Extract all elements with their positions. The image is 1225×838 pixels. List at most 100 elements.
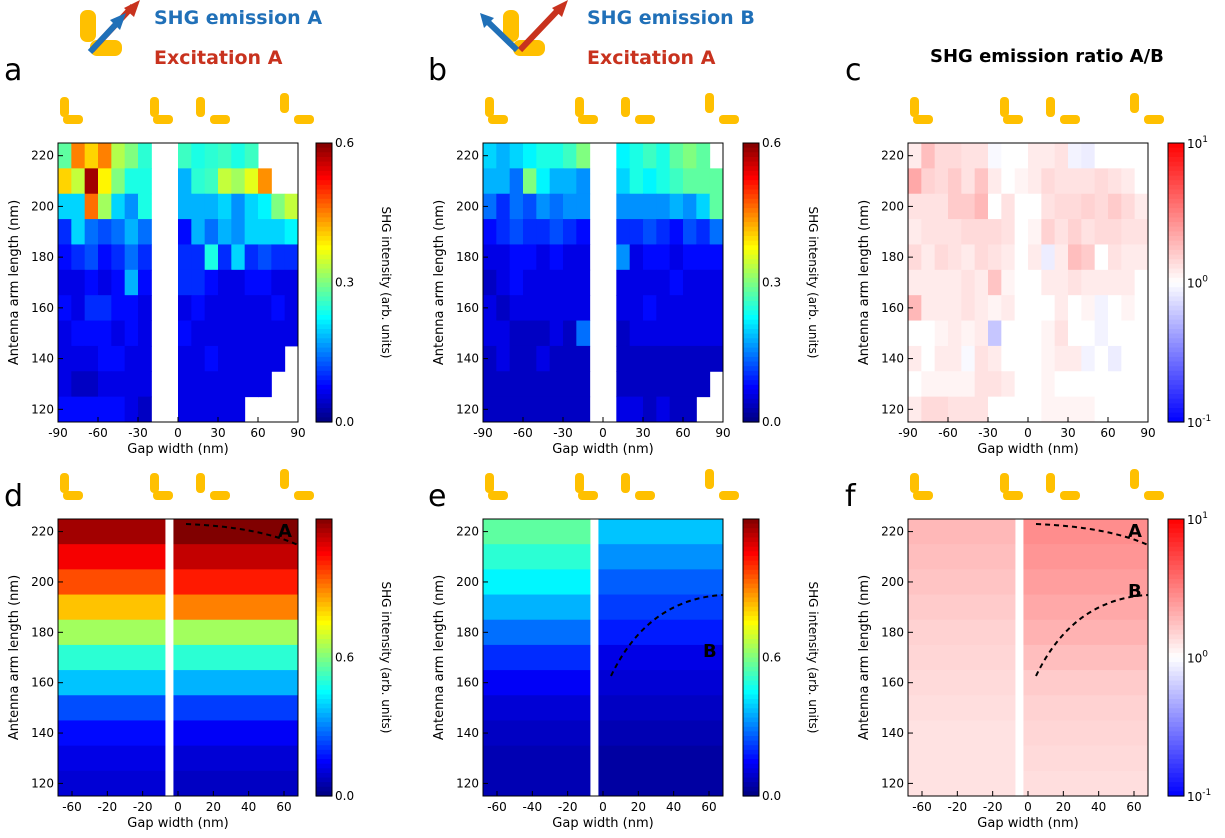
heatmap-cell (576, 244, 591, 271)
heatmap-cell (656, 295, 671, 322)
heatmap-cell (1041, 244, 1056, 271)
heatmap-cell (934, 320, 949, 347)
heatmap-cell (988, 345, 1002, 372)
heatmap-cell (98, 143, 112, 169)
heatmap-cell (496, 396, 511, 423)
heatmap-cell (616, 193, 631, 220)
heatmap-cell (629, 244, 644, 271)
heatmap-cell (483, 320, 497, 347)
heatmap-cell (1121, 320, 1136, 347)
heatmap-cell (1094, 193, 1109, 220)
heatmap-cell (549, 320, 564, 347)
heatmap-band-left (58, 770, 170, 797)
y-tick-label: 200 (31, 199, 54, 213)
heatmap-cell (496, 244, 511, 271)
heatmap-cell (523, 396, 537, 423)
colorbar-label: SHG intensity (arb. units) (806, 582, 820, 734)
heatmap-cell (948, 345, 962, 372)
heatmap-cell (218, 269, 232, 296)
heatmap-cell (616, 244, 631, 271)
heatmap-band-left (908, 544, 1020, 570)
heatmap-band-right (1019, 745, 1148, 772)
heatmap-cell (1014, 168, 1029, 195)
x-tick-label: 60 (1100, 426, 1115, 440)
heatmap-cell (1001, 396, 1016, 423)
heatmap-band-right (594, 770, 723, 797)
heatmap-cell (1121, 244, 1136, 271)
heatmap-cell (509, 320, 524, 347)
x-tick-label: 0 (174, 800, 182, 814)
heatmap-cell (709, 244, 724, 271)
heatmap-cell (1014, 345, 1029, 372)
heatmap-cell (536, 168, 551, 195)
heatmap-cell (483, 168, 497, 195)
heatmap-band-right (1019, 619, 1148, 646)
heatmap-cell (536, 320, 551, 347)
heatmap-cell (549, 295, 564, 322)
heatmap-cell (84, 371, 99, 398)
heatmap-cell (696, 320, 711, 347)
heatmap-band-right (1019, 644, 1148, 671)
heatmap-cell (1094, 396, 1109, 423)
heatmap-cell (98, 193, 112, 220)
heatmap-cell (1108, 269, 1122, 296)
heatmap-cell (71, 269, 86, 296)
heatmap-cell (1001, 244, 1016, 271)
heatmap-cell (1014, 244, 1029, 271)
heatmap-cell (921, 244, 936, 271)
heatmap-cell (496, 143, 511, 169)
heatmap-cell (1028, 396, 1042, 423)
panel-label-b: b (428, 53, 447, 88)
heatmap-cell (244, 371, 259, 398)
heatmap-cell (536, 371, 551, 398)
heatmap-cell (1081, 320, 1096, 347)
heatmap-cell (124, 345, 139, 372)
heatmap-cell (563, 193, 577, 220)
heatmap-cell (988, 143, 1002, 169)
heatmap-cell (536, 295, 551, 322)
gap-divider (1015, 519, 1024, 796)
heatmap-cell (616, 143, 631, 169)
heatmap-cell (1028, 244, 1042, 271)
heatmap-cell (98, 219, 112, 245)
heatmap-cell (111, 269, 126, 296)
heatmap-cell (988, 320, 1002, 347)
heatmap-cell (138, 269, 152, 296)
heatmap-cell (1028, 345, 1042, 372)
x-axis-label: Gap width (nm) (127, 816, 228, 831)
heatmap-cell (1121, 295, 1136, 322)
colorbar-tick-label: 0.6 (762, 136, 781, 150)
heatmap-cell (656, 168, 671, 195)
x-axis-label: Gap width (nm) (552, 442, 653, 457)
heatmap-cell (244, 320, 259, 347)
heatmap-cell (231, 295, 246, 322)
heatmap-cell (908, 219, 922, 245)
heatmap-cell (974, 143, 989, 169)
x-tick-label: -60 (938, 426, 958, 440)
heatmap-cell (191, 143, 206, 169)
heatmap-cell (218, 244, 232, 271)
y-tick-label: 220 (881, 149, 904, 163)
heatmap-cell (71, 219, 86, 245)
x-tick-label: 30 (1060, 426, 1075, 440)
heatmap-cell (1054, 193, 1069, 220)
legend-emission-a: SHG emission A (154, 7, 322, 29)
x-tick-label: -20 (983, 800, 1003, 814)
heatmap-cell (696, 371, 711, 398)
x-tick-label: 40 (666, 800, 681, 814)
heatmap-cell (1108, 219, 1122, 245)
x-tick-label: 60 (675, 426, 690, 440)
heatmap-band-right (1019, 695, 1148, 721)
heatmap-band-left (908, 770, 1020, 797)
heatmap-cell (523, 143, 537, 169)
legend-icon-mid (480, 0, 568, 56)
heatmap-cell (178, 295, 192, 322)
heatmap-cell (948, 269, 962, 296)
heatmap-cell (111, 193, 126, 220)
y-tick-label: 140 (31, 726, 54, 740)
heatmap-cell (218, 193, 232, 220)
heatmap-cell (218, 371, 232, 398)
heatmap-cell (244, 193, 259, 220)
heatmap-cell (1041, 143, 1056, 169)
heatmap-cell (231, 371, 246, 398)
